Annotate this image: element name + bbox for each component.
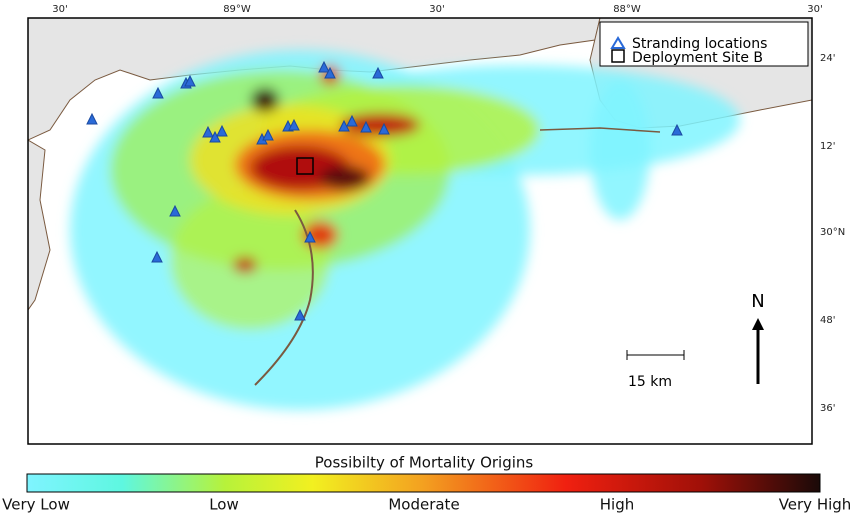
north-label: N xyxy=(751,291,764,312)
stranding-marker xyxy=(209,130,221,143)
stranding-marker xyxy=(671,123,683,136)
heat-layer xyxy=(70,50,740,410)
stranding-marker xyxy=(151,250,163,263)
stranding-marker xyxy=(17,372,27,382)
legend-label: Deployment Site B xyxy=(632,50,763,66)
legend-triangle xyxy=(610,36,626,49)
stranding-marker xyxy=(360,120,372,133)
stranding-marker xyxy=(169,204,181,217)
stranding-marker xyxy=(372,66,384,79)
map-frame xyxy=(27,17,813,445)
colorbar-label: Very High xyxy=(779,496,850,514)
right-tick-label: 30°N xyxy=(820,227,845,238)
scale-label: 15 km xyxy=(628,374,672,390)
land-west xyxy=(28,139,51,311)
right-tick-label: 12' xyxy=(820,141,835,152)
north-arrowhead xyxy=(752,318,764,330)
stranding-marker xyxy=(184,74,196,87)
stranding-marker xyxy=(304,230,316,243)
top-tick-label: 30' xyxy=(807,4,822,15)
stranding-marker xyxy=(86,112,98,125)
colorbar-label: Moderate xyxy=(388,496,459,514)
legend-label: Stranding locations xyxy=(632,36,767,52)
stranding-marker xyxy=(318,60,330,73)
colorbar-label: Very Low xyxy=(2,496,70,514)
colorbar-label: Low xyxy=(209,496,239,514)
right-tick-label: 48' xyxy=(820,315,835,326)
stranding-marker xyxy=(346,114,358,127)
stranding-markers xyxy=(17,60,683,382)
stranding-marker xyxy=(294,308,306,321)
colorbar-label: High xyxy=(600,496,634,514)
top-tick-label: 30' xyxy=(429,4,444,15)
stranding-marker xyxy=(152,86,164,99)
top-tick-label: 88°W xyxy=(613,4,641,15)
stranding-marker xyxy=(262,128,274,141)
legend-box xyxy=(599,21,809,67)
stranding-marker xyxy=(378,122,390,135)
shoreline xyxy=(539,127,661,133)
stranding-marker xyxy=(216,124,228,137)
colorbar-title: Possibilty of Mortality Origins xyxy=(315,454,534,472)
stranding-marker xyxy=(202,125,214,138)
deployment-site xyxy=(296,157,314,175)
colorbar xyxy=(26,473,821,493)
labels: 30' 89°W 30' 88°W 30' 24' 12' 30°N 48' 36' Very Lo… xyxy=(2,4,850,514)
right-tick-label: 24' xyxy=(820,53,835,64)
stranding-marker xyxy=(324,66,336,79)
right-tick-label: 36' xyxy=(820,403,835,414)
top-tick-label: 89°W xyxy=(223,4,251,15)
legend-square xyxy=(611,49,625,63)
stranding-marker xyxy=(288,118,300,131)
top-tick-label: 30' xyxy=(52,4,67,15)
